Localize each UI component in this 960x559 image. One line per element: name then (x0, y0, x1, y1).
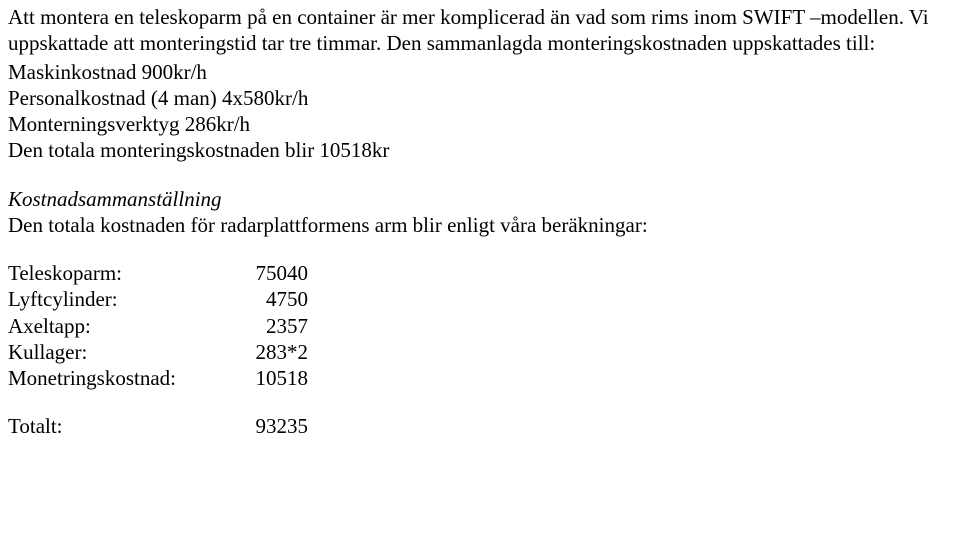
cost-description: Den totala kostnaden för radarplattforme… (8, 212, 952, 238)
cost-row-value: 10518 (238, 365, 308, 391)
intro-line-4: Den totala monteringskostnaden blir 1051… (8, 137, 952, 163)
cost-row: Teleskoparm: 75040 (8, 260, 952, 286)
cost-row: Lyftcylinder: 4750 (8, 286, 952, 312)
cost-row-value: 2357 (238, 313, 308, 339)
intro-paragraph: Att montera en teleskoparm på en contain… (8, 4, 952, 57)
spacer (8, 164, 952, 186)
cost-total-row: Totalt: 93235 (8, 413, 952, 439)
intro-line-2: Personalkostnad (4 man) 4x580kr/h (8, 85, 952, 111)
spacer (8, 238, 952, 260)
cost-row-value: 4750 (238, 286, 308, 312)
intro-line-1: Maskinkostnad 900kr/h (8, 59, 952, 85)
cost-row-label: Axeltapp: (8, 313, 238, 339)
cost-heading: Kostnadsammanställning (8, 186, 952, 212)
cost-total-label: Totalt: (8, 413, 238, 439)
cost-row-value: 75040 (238, 260, 308, 286)
cost-row: Monetringskostnad: 10518 (8, 365, 952, 391)
cost-row-label: Lyftcylinder: (8, 286, 238, 312)
cost-total-value: 93235 (238, 413, 308, 439)
cost-row-label: Kullager: (8, 339, 238, 365)
intro-line-3: Monterningsverktyg 286kr/h (8, 111, 952, 137)
cost-row-value: 283*2 (238, 339, 308, 365)
cost-row-label: Monetringskostnad: (8, 365, 238, 391)
cost-row: Kullager: 283*2 (8, 339, 952, 365)
document-page: Att montera en teleskoparm på en contain… (0, 0, 960, 440)
spacer (8, 391, 952, 413)
cost-row-label: Teleskoparm: (8, 260, 238, 286)
cost-row: Axeltapp: 2357 (8, 313, 952, 339)
